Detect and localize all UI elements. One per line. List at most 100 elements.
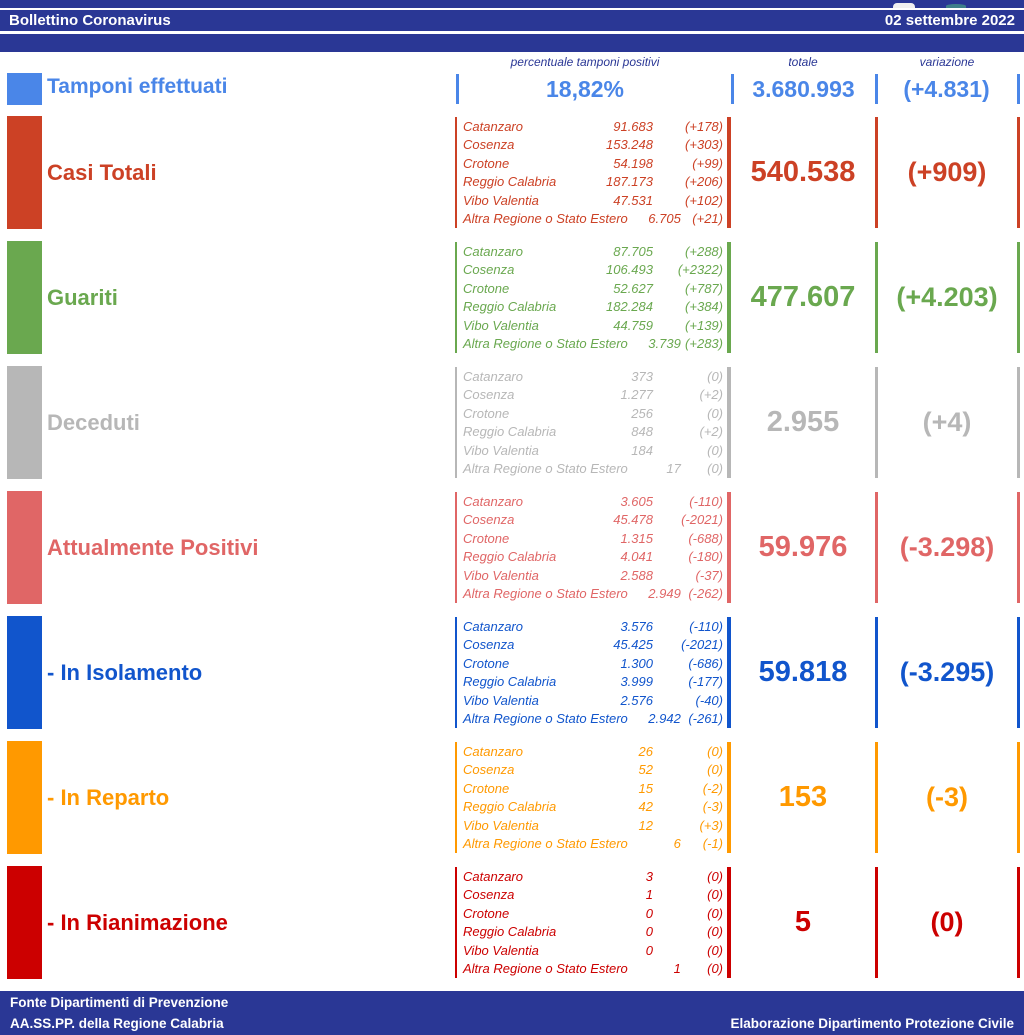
province-variation: (-261) (688, 710, 723, 726)
province-name: Reggio Calabria (463, 674, 557, 690)
separator (875, 117, 878, 228)
province-name: Reggio Calabria (463, 424, 557, 440)
province-variation: (0) (707, 460, 723, 476)
province-line: Altra Regione o Stato Estero 6.705 (+21) (463, 210, 723, 227)
page-title: Bollettino Coronavirus (9, 12, 171, 29)
total-value: 59.976 (758, 531, 848, 563)
column-header-total: totale (788, 55, 818, 69)
row-color-block (7, 366, 42, 479)
separator (875, 742, 878, 853)
province-name: Crotone (463, 905, 510, 921)
province-variation: (+178) (685, 119, 723, 134)
province-line: Vibo Valentia 0 (0) (463, 942, 723, 959)
footer-elaboration: Elaborazione Dipartimento Protezione Civ… (730, 1016, 1014, 1031)
province-name: Crotone (463, 780, 510, 796)
province-value: 3.999 (620, 674, 653, 690)
province-line: Reggio Calabria 187.173 (+206) (463, 173, 723, 190)
province-value: 91.683 (613, 119, 653, 134)
data-row: Casi Totali Catanzaro 91.683 (+178) Cose… (0, 116, 1024, 229)
detail-border-right (727, 742, 731, 853)
total-value: 540.538 (750, 156, 856, 188)
row-label: - In Isolamento (47, 659, 203, 685)
province-variation: (+3) (699, 817, 723, 833)
row-color-block (7, 73, 42, 105)
province-value: 2.949 (648, 585, 681, 601)
logo-fragment-icon (893, 3, 915, 8)
province-name: Reggio Calabria (463, 299, 557, 315)
province-line: Reggio Calabria 0 (0) (463, 923, 723, 940)
province-variation: (+102) (685, 192, 723, 208)
province-variation: (-686) (688, 655, 723, 671)
province-variation: (-1) (702, 835, 723, 851)
sub-header-bar (0, 34, 1024, 52)
top-bar (0, 0, 1024, 8)
province-value: 3.576 (620, 619, 653, 634)
province-name: Crotone (463, 405, 510, 421)
province-name: Catanzaro (463, 369, 523, 384)
province-name: Reggio Calabria (463, 174, 557, 190)
province-variation: (+21) (692, 210, 723, 226)
province-variation: (0) (707, 942, 723, 958)
province-name: Vibo Valentia (463, 692, 539, 708)
province-variation: (-2) (702, 780, 723, 796)
province-name: Crotone (463, 155, 510, 171)
province-value: 1 (645, 887, 653, 903)
province-line: Reggio Calabria 3.999 (-177) (463, 673, 723, 690)
province-line: Vibo Valentia 2.576 (-40) (463, 692, 723, 709)
province-line: Cosenza 45.425 (-2021) (463, 636, 723, 653)
province-value: 15 (638, 780, 653, 796)
province-line: Crotone 0 (0) (463, 905, 723, 922)
province-line: Cosenza 1 (0) (463, 886, 723, 903)
row-label: - In Rianimazione (47, 909, 228, 935)
province-line: Crotone 54.198 (+99) (463, 155, 723, 172)
detail-lines: Catanzaro 3.605 (-110) Cosenza 45.478 (-… (463, 492, 723, 603)
separator (1017, 617, 1020, 728)
province-name: Cosenza (463, 387, 515, 403)
province-value: 6.705 (648, 210, 681, 226)
province-name: Vibo Valentia (463, 567, 539, 583)
province-line: Altra Regione o Stato Estero 1 (0) (463, 960, 723, 977)
province-variation: (-3) (702, 799, 723, 815)
variation-value: (+4.203) (896, 282, 998, 312)
province-line: Reggio Calabria 42 (-3) (463, 798, 723, 815)
detail-border-left (455, 492, 457, 603)
detail-border-right (727, 242, 731, 353)
province-line: Altra Regione o Stato Estero 6 (-1) (463, 835, 723, 852)
footer-source-line1: Fonte Dipartimenti di Prevenzione (10, 995, 229, 1010)
province-variation: (0) (707, 960, 723, 976)
province-variation: (+99) (692, 155, 723, 171)
data-row: - In Reparto Catanzaro 26 (0) Cosenza 52… (0, 741, 1024, 854)
province-value: 153.248 (606, 137, 653, 153)
province-name: Catanzaro (463, 119, 523, 134)
detail-border-left (455, 242, 457, 353)
row-label: Attualmente Positivi (47, 534, 259, 560)
total-value: 2.955 (766, 406, 840, 438)
province-variation: (0) (707, 905, 723, 921)
total-value: 3.680.993 (752, 76, 855, 102)
province-value: 184 (631, 442, 653, 458)
footer-source: Fonte Dipartimenti di Prevenzione AA.SS.… (10, 995, 1014, 1031)
province-name: Altra Regione o Stato Estero (463, 960, 628, 976)
separator (456, 74, 459, 104)
variation-value: (-3) (926, 782, 968, 812)
separator (1017, 492, 1020, 603)
province-line: Crotone 52.627 (+787) (463, 280, 723, 297)
row-label: Casi Totali (47, 159, 157, 185)
detail-border-left (455, 867, 457, 978)
province-value: 45.425 (613, 637, 653, 653)
province-value: 1 (673, 960, 681, 976)
variation-value: (+909) (907, 157, 987, 187)
province-variation: (+139) (685, 317, 723, 333)
province-value: 848 (631, 424, 653, 440)
row-color-block (7, 741, 42, 854)
data-row: Attualmente Positivi Catanzaro 3.605 (-1… (0, 491, 1024, 604)
province-variation: (+2) (699, 387, 723, 403)
total-value: 5 (794, 906, 812, 938)
province-line: Reggio Calabria 848 (+2) (463, 423, 723, 440)
detail-border-right (727, 367, 731, 478)
province-line: Catanzaro 91.683 (+178) (463, 118, 723, 135)
province-line: Crotone 256 (0) (463, 405, 723, 422)
province-name: Altra Regione o Stato Estero (463, 460, 628, 476)
province-value: 106.493 (606, 262, 653, 278)
province-name: Catanzaro (463, 619, 523, 634)
